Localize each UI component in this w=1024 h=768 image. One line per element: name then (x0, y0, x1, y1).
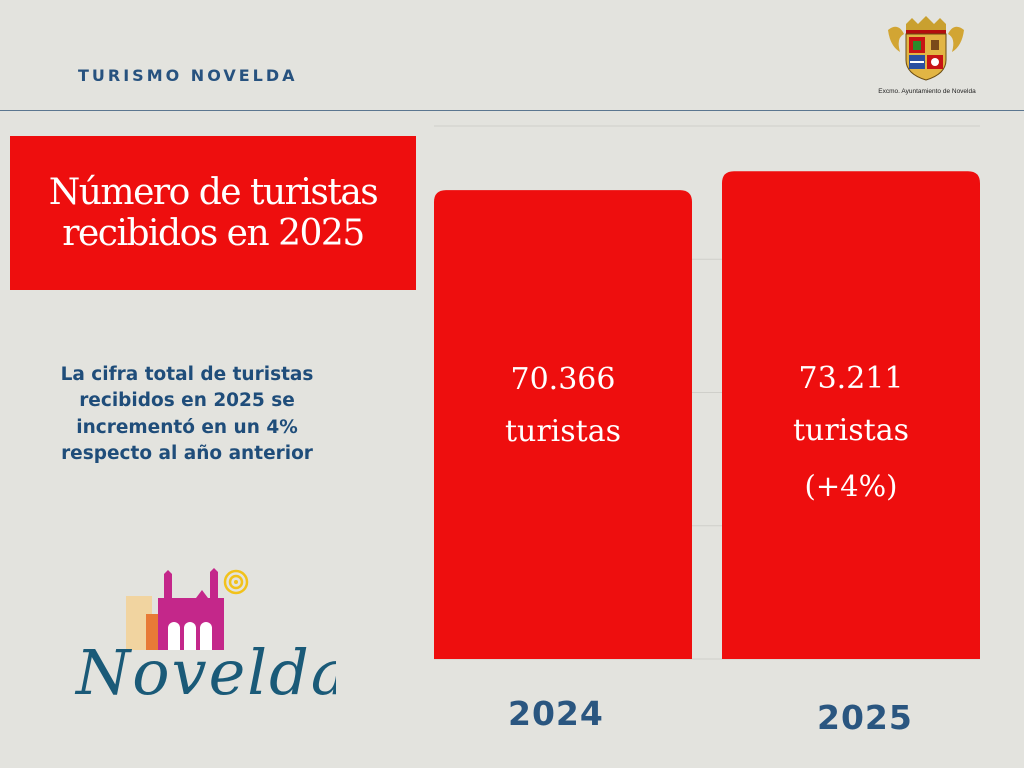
coat-of-arms-icon (888, 16, 964, 81)
data-label-unit: turistas (792, 413, 910, 449)
bar-2024 (434, 190, 692, 659)
data-label-unit: turistas (504, 414, 622, 450)
data-label-change: (+4%) (804, 469, 898, 504)
title-box: Número de turistas recibidos en 2025 (10, 136, 416, 290)
data-label-2024: 70.366 turistas (434, 362, 692, 450)
data-label-value: 70.366 (510, 362, 616, 398)
logo-text: Novelda (74, 636, 336, 704)
page-title: Número de turistas recibidos en 2025 (48, 171, 379, 254)
description-text: La cifra total de turistas recibidos en … (60, 364, 314, 465)
novelda-castle-logo-icon: Novelda (74, 568, 336, 704)
x-tick-label-2024: 2024 (508, 694, 604, 733)
bar-2025 (722, 171, 980, 659)
data-label-2025: 73.211 turistas (+4%) (722, 361, 980, 504)
data-label-value: 73.211 (798, 361, 904, 397)
header-divider (0, 110, 1024, 111)
crest-caption: Excmo. Ayuntamiento de Novelda (878, 88, 976, 95)
x-tick-label-2025: 2025 (817, 698, 913, 737)
page-header-title: TURISMO NOVELDA (78, 66, 298, 85)
